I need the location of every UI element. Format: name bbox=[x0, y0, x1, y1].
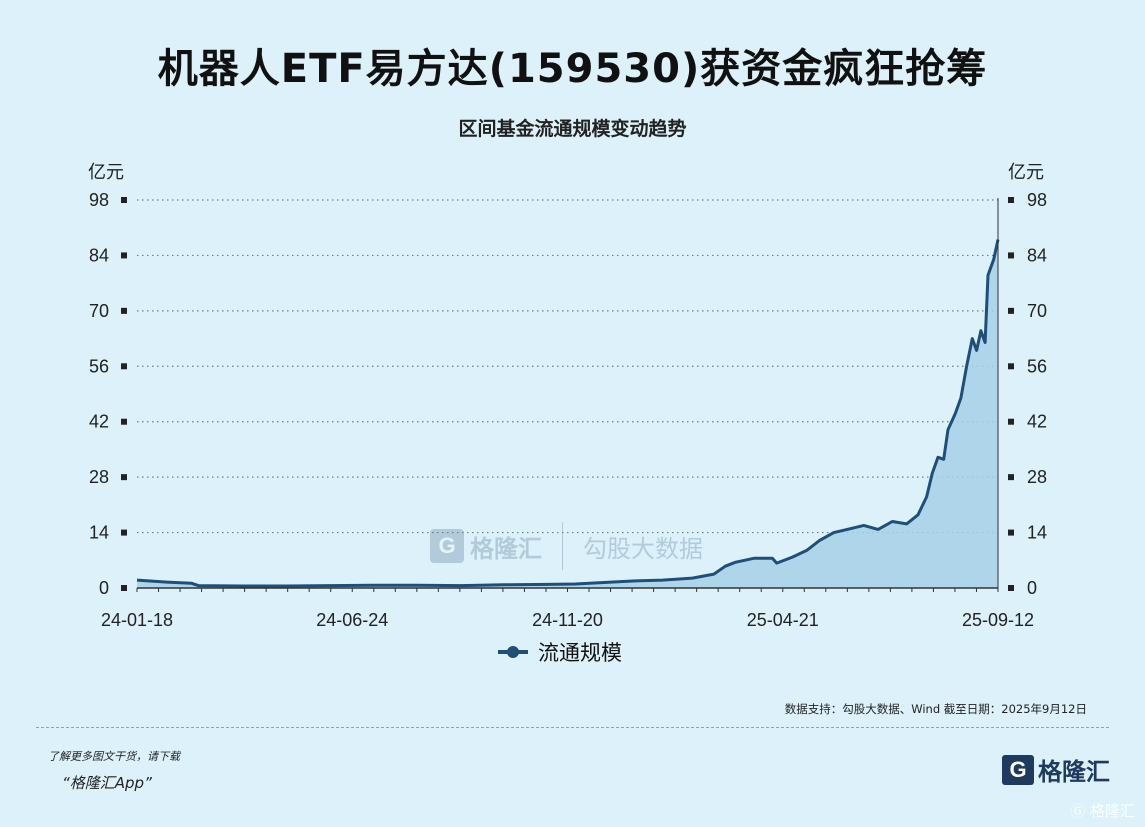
x-tick-label: 24-01-18 bbox=[101, 610, 173, 630]
y-tick-marker-left bbox=[121, 529, 127, 536]
y-tick-label-left: 84 bbox=[89, 245, 109, 265]
y-tick-label-right: 42 bbox=[1027, 412, 1047, 432]
brand-logo: G 格隆汇 bbox=[1002, 752, 1110, 787]
y-tick-label-left: 14 bbox=[89, 523, 109, 543]
y-tick-marker-left bbox=[121, 418, 127, 425]
y-tick-marker-right bbox=[1008, 252, 1014, 259]
series-line bbox=[136, 239, 1000, 588]
promo-text: 了解更多图文干货，请下载 bbox=[48, 750, 180, 763]
y-tick-marker-left bbox=[121, 363, 127, 370]
watermark-brand: 格隆汇 bbox=[470, 534, 542, 563]
brand-logo-icon: G bbox=[1002, 754, 1034, 785]
y-tick-marker-left bbox=[121, 585, 127, 591]
y-tick-label-left: 70 bbox=[89, 301, 109, 321]
chart-subtitle: 区间基金流通规模变动趋势 bbox=[458, 118, 687, 140]
y-tick-label-left: 56 bbox=[89, 356, 109, 376]
y-tick-label-right: 56 bbox=[1027, 356, 1047, 376]
y-tick-label-right: 84 bbox=[1027, 245, 1047, 265]
corner-watermark: Ⓖ 格隆汇 bbox=[1070, 802, 1135, 820]
page-title: 机器人ETF易方达(159530)获资金疯狂抢筹 bbox=[157, 46, 988, 92]
watermark-text: 勾股大数据 bbox=[583, 534, 703, 563]
footer-divider bbox=[36, 727, 1109, 728]
y-tick-label-right: 70 bbox=[1027, 301, 1047, 321]
y-tick-marker-right bbox=[1008, 307, 1014, 314]
y-tick-marker-left bbox=[121, 197, 127, 203]
y-tick-label-right: 98 bbox=[1027, 190, 1047, 210]
y-tick-marker-right bbox=[1008, 474, 1014, 481]
axis-layer: 0 0 14 14 28 28 42 42 56 56 70 70 84 84 98 98 24-01-18 24… bbox=[89, 190, 1047, 630]
x-tick-label: 25-04-21 bbox=[747, 610, 819, 630]
brand-name: 格隆汇 bbox=[1038, 758, 1110, 786]
series-layer bbox=[136, 239, 1000, 588]
grid-layer bbox=[137, 199, 998, 534]
y-tick-marker-right bbox=[1008, 363, 1014, 370]
series-area bbox=[137, 239, 998, 588]
y-axis-unit-left: 亿元 bbox=[88, 162, 124, 183]
chart-legend: 流通规模 bbox=[498, 638, 622, 666]
x-tick-label: 24-11-20 bbox=[532, 610, 603, 630]
x-tick-label: 25-09-12 bbox=[962, 610, 1034, 630]
watermark-center: G 格隆汇 勾股大数据 bbox=[430, 522, 703, 570]
x-tick-label: 24-06-24 bbox=[316, 610, 388, 630]
y-tick-label-left: 42 bbox=[89, 412, 109, 432]
legend-line-marker-icon bbox=[498, 646, 528, 658]
data-source-note: 数据支持：勾股大数据、Wind 截至日期：2025年9月12日 bbox=[784, 702, 1087, 716]
y-tick-marker-left bbox=[121, 307, 127, 314]
y-tick-marker-right bbox=[1008, 585, 1014, 591]
y-tick-label-right: 14 bbox=[1027, 523, 1047, 543]
y-tick-marker-left bbox=[121, 474, 127, 481]
y-tick-label-right: 0 bbox=[1027, 578, 1037, 598]
y-tick-label-left: 98 bbox=[89, 190, 109, 210]
y-axis-unit-right: 亿元 bbox=[1008, 162, 1044, 183]
y-tick-marker-right bbox=[1008, 197, 1014, 203]
y-tick-label-left: 28 bbox=[89, 467, 109, 487]
y-tick-marker-right bbox=[1008, 529, 1014, 536]
y-tick-label-left: 0 bbox=[99, 578, 109, 598]
watermark-separator bbox=[562, 522, 563, 570]
y-tick-marker-right bbox=[1008, 418, 1014, 425]
promo-app-name: “格隆汇App” bbox=[62, 774, 152, 792]
area-chart: 0 0 14 14 28 28 42 42 56 56 70 70 84 84 98 98 24-01-18 24… bbox=[89, 190, 1047, 630]
y-tick-marker-left bbox=[121, 252, 127, 259]
y-tick-label-right: 28 bbox=[1027, 467, 1047, 487]
legend-label: 流通规模 bbox=[538, 641, 622, 665]
watermark-logo-icon: G bbox=[430, 529, 464, 563]
